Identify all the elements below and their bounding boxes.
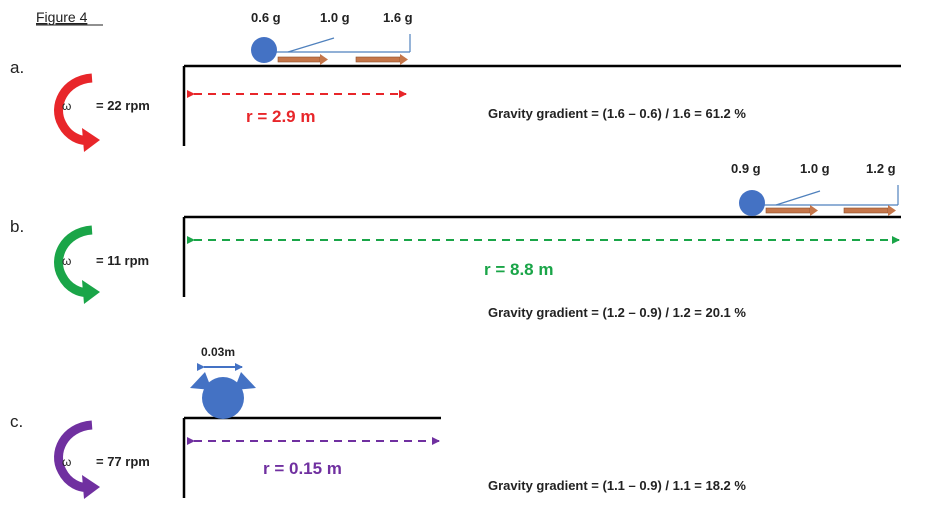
panel-a-gravity-scale [276,34,411,53]
panel-a-g-label-3: 1.6 g [383,10,413,25]
rotation-arrowhead-green-icon [82,280,100,304]
panel-b-gradient-text: Gravity gradient = (1.2 – 0.9) / 1.2 = 2… [488,305,746,320]
panel-c-radius-label: r = 0.15 m [263,459,342,478]
panel-c-omega-value: = 77 rpm [96,454,150,469]
panel-a-g-label-1: 0.6 g [251,10,281,25]
panel-b-vector-arrow-2 [843,207,889,214]
panel-b-g-label-1: 0.9 g [731,161,761,176]
panel-b-vector-arrowhead-1 [810,205,818,216]
panel-a-vector-arrow-1 [277,56,321,63]
panel-a-g-label-2: 1.0 g [320,10,350,25]
panel-c-letter: c. [10,412,23,431]
panel-b-ball [739,190,765,216]
panel-a-letter: a. [10,58,24,77]
panel-a-vector-arrowhead-1 [320,54,328,65]
panel-b-omega-value: = 11 rpm [96,253,149,268]
panel-c-gradient-text: Gravity gradient = (1.1 – 0.9) / 1.1 = 1… [488,478,746,493]
panel-a-gradient-text: Gravity gradient = (1.6 – 0.6) / 1.6 = 6… [488,106,746,121]
panel-a-vector-arrow-2 [355,56,401,63]
rotation-arrowhead-purple-icon [82,475,100,499]
rotation-arrow-purple-icon [54,420,93,492]
figure-title: Figure 4 [36,9,88,25]
panel-b-vector-arrowhead-2 [888,205,896,216]
panel-a-ball [251,37,277,63]
panel-a-radius-label: r = 2.9 m [246,107,315,126]
panel-c: c. ω = 77 rpm r = 0.15 m 0.03m Gravity g… [10,345,746,499]
panel-a-omega-value: = 22 rpm [96,98,150,113]
panel-c-ball [202,377,244,419]
panel-b-gravity-scale [764,185,899,206]
panel-b-vector-arrow-1 [765,207,811,214]
panel-b-g-label-2: 1.0 g [800,161,830,176]
omega-symbol: ω [62,254,71,268]
rotation-arrowhead-red-icon [82,128,100,152]
omega-symbol: ω [62,99,71,113]
panel-b-g-label-3: 1.2 g [866,161,896,176]
panel-b: b. ω = 11 rpm r = 8.8 m 0.9 g 1.0 g 1.2 … [10,161,901,320]
panel-a: a. ω = 22 rpm r = 2.9 m 0.6 g 1.0 g 1.6 … [10,10,901,152]
panel-b-letter: b. [10,217,24,236]
panel-a-vector-arrowhead-2 [400,54,408,65]
rotation-arrow-red-icon [54,73,93,145]
omega-symbol: ω [62,455,71,469]
panel-c-size-label: 0.03m [201,345,235,359]
rotation-arrow-green-icon [54,225,93,297]
panel-b-radius-label: r = 8.8 m [484,260,553,279]
